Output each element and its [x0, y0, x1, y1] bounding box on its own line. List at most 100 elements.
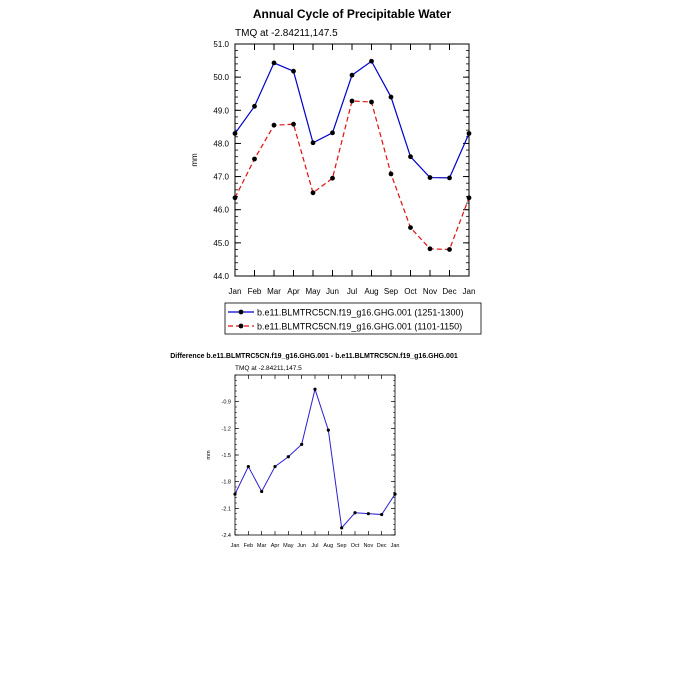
series-1-point [326, 428, 330, 432]
series-2-point [447, 247, 452, 252]
series-1-point [330, 130, 335, 136]
y-tick-label: -0.9 [222, 400, 231, 406]
y-tick-label: -2.1 [222, 506, 231, 512]
legend-entry-1: b.e11.BLMTRC5CN.f19_g16.GHG.001 (1251-13… [228, 308, 463, 318]
chart1-plot-frame [234, 43, 470, 277]
series-2-point [232, 195, 238, 201]
series-2-point [349, 98, 355, 104]
y-tick-label: 45.0 [213, 239, 229, 248]
series-2-point [310, 190, 316, 196]
series-2-point [271, 122, 277, 128]
chart1-title: Annual Cycle of Precipitable Water [253, 7, 452, 21]
x-tick-label: Nov [363, 543, 373, 549]
legend-box [224, 302, 482, 335]
x-tick-label: Aug [323, 543, 333, 549]
x-tick-label: Nov [423, 287, 437, 296]
chart1-ticks: Jan Feb Mar Apr May Jun Jul Aug Sep Oct Nov Dec Jan4… [213, 40, 475, 296]
series-2-point [408, 225, 413, 231]
legend-label-1: b.e11.BLMTRC5CN.f19_g16.GHG.001 (1251-13… [257, 308, 463, 318]
legend-label-2: b.e11.BLMTRC5CN.f19_g16.GHG.001 (1101-11… [257, 322, 462, 332]
series-1-point [260, 489, 264, 494]
chart2-ticks: Jan Feb Mar Apr May Jun Jul Aug Sep Oct Nov Dec Jan-… [222, 374, 400, 549]
x-tick-label: Oct [404, 287, 417, 296]
y-tick-label: 47.0 [213, 173, 229, 182]
series-1-point [233, 492, 237, 496]
series-1-point [349, 72, 355, 78]
series-1-point [340, 526, 344, 530]
y-tick-label: -2.4 [222, 533, 231, 539]
x-tick-label: May [283, 543, 294, 549]
series-1-point [271, 60, 277, 66]
x-tick-label: Sep [337, 543, 347, 549]
x-tick-label: Jul [347, 287, 357, 296]
series-1-point [353, 511, 357, 515]
x-tick-label: Jun [326, 287, 339, 296]
series-1-point [388, 94, 394, 100]
y-tick-label: 44.0 [213, 272, 229, 281]
series-1-point [393, 492, 397, 496]
series-2-point [330, 175, 335, 181]
legend-entry-2: b.e11.BLMTRC5CN.f19_g16.GHG.001 (1101-11… [228, 322, 462, 332]
series-1-point [273, 464, 277, 469]
series-1-point [313, 387, 317, 391]
x-tick-label: Mar [257, 543, 267, 549]
chart1-ylabel: mm [190, 153, 199, 167]
chart-difference: Difference b.e11.BLMTRC5CN.f19_g16.GHG.0… [170, 353, 458, 549]
x-tick-label: Jul [311, 543, 318, 549]
y-tick-label: -1.2 [222, 426, 231, 432]
y-tick-label: 49.0 [213, 106, 229, 115]
chart1-legend: b.e11.BLMTRC5CN.f19_g16.GHG.001 (1251-13… [224, 302, 482, 335]
series-1-point [246, 464, 250, 469]
series-1-point [291, 68, 296, 74]
series-2-point [466, 195, 472, 201]
series-1-point [427, 175, 433, 180]
chart2-title: Difference b.e11.BLMTRC5CN.f19_g16.GHG.0… [170, 353, 458, 360]
x-tick-label: Jan [229, 287, 242, 296]
legend-marker-1 [238, 309, 244, 315]
y-tick-label: -1.5 [222, 453, 231, 459]
series-1-point [300, 442, 304, 446]
y-tick-label: 48.0 [213, 139, 229, 148]
x-tick-label: May [305, 287, 320, 296]
x-tick-label: Jun [297, 543, 306, 549]
series-line-1 [234, 60, 470, 179]
y-tick-label: -1.8 [222, 480, 231, 486]
x-tick-label: Oct [351, 543, 360, 549]
x-tick-label: Jan [391, 543, 400, 549]
x-tick-label: Aug [364, 287, 378, 296]
x-tick-label: Sep [384, 287, 399, 296]
series-line-2 [234, 100, 470, 251]
series-2-point [291, 121, 296, 127]
x-tick-label: Apr [287, 287, 300, 296]
series-2-point [388, 171, 394, 177]
y-tick-label: 51.0 [213, 40, 229, 49]
chart2-subtitle: TMQ at -2.84211,147.5 [235, 365, 302, 372]
x-tick-label: Apr [271, 543, 280, 549]
x-tick-label: Jan [231, 543, 240, 549]
series-1-point [408, 154, 413, 160]
legend-marker-2 [238, 323, 244, 329]
series-1-point [466, 131, 472, 136]
chart2-plot-frame [234, 374, 396, 536]
chart-annual-cycle: Annual Cycle of Precipitable Water TMQ a… [190, 7, 475, 296]
x-tick-label: Feb [248, 287, 262, 296]
x-tick-label: Jan [463, 287, 476, 296]
series-1-point [366, 512, 370, 516]
chart1-series [232, 58, 472, 252]
series-2-point [369, 99, 374, 105]
x-tick-label: Feb [244, 543, 253, 549]
chart1-subtitle: TMQ at -2.84211,147.5 [235, 28, 338, 39]
chart2-series [233, 387, 397, 530]
series-1-point [286, 455, 290, 459]
x-tick-label: Dec [442, 287, 456, 296]
series-1-point [380, 512, 384, 517]
x-tick-label: Mar [267, 287, 281, 296]
series-1-point [310, 140, 316, 146]
x-tick-label: Dec [377, 543, 387, 549]
y-tick-label: 46.0 [213, 206, 229, 215]
series-1-point [252, 103, 257, 109]
series-1-point [369, 58, 374, 64]
series-1-point [447, 175, 452, 181]
series-line-1 [234, 387, 396, 530]
